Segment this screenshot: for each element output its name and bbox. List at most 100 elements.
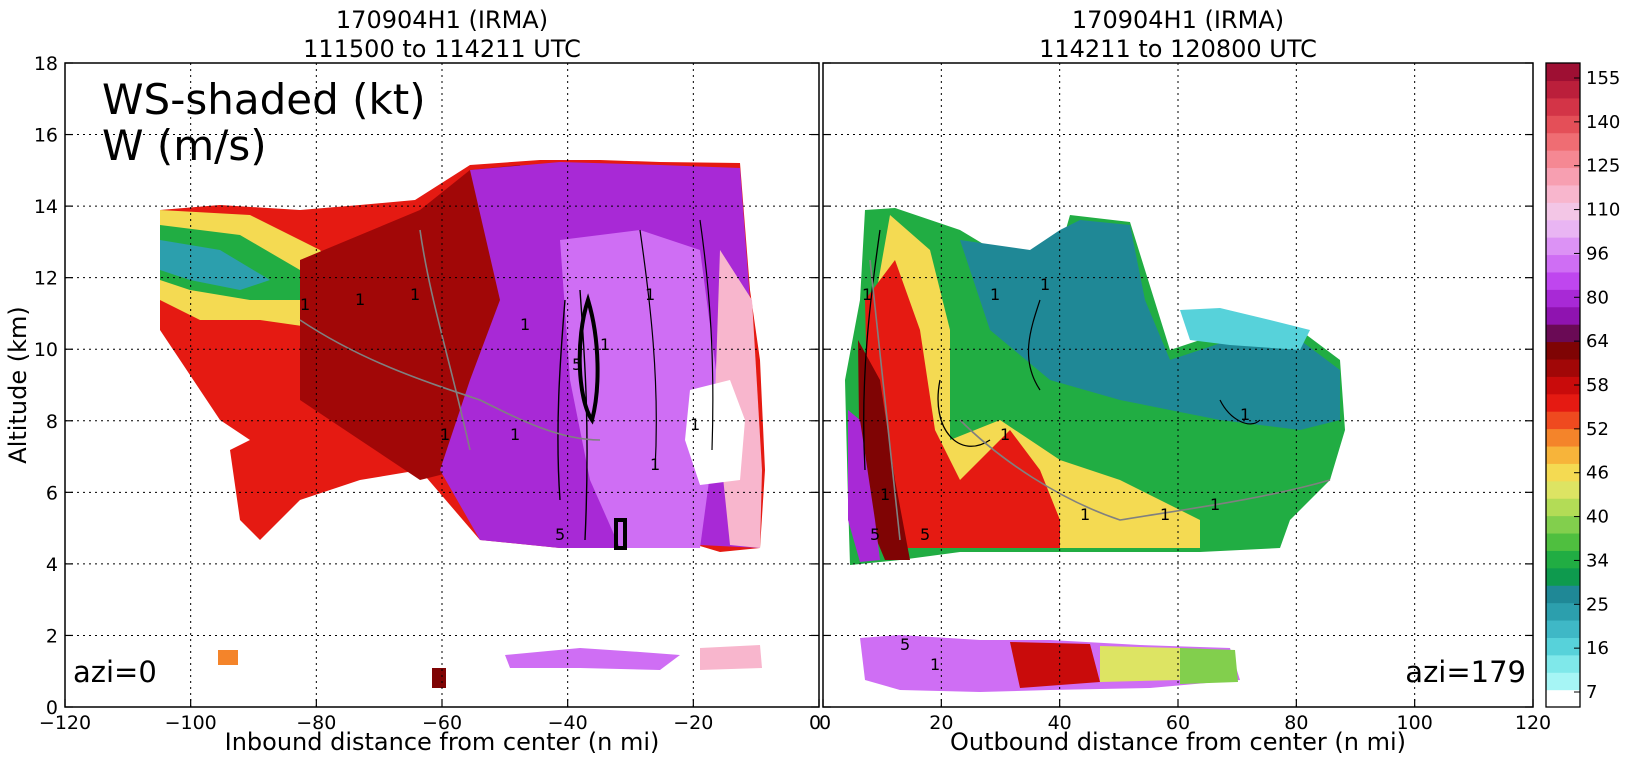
colorbar-segment (1546, 463, 1580, 482)
colorbar-segment (1546, 672, 1580, 691)
colorbar-segment (1546, 411, 1580, 430)
colorbar-segment (1546, 654, 1580, 673)
colorbar-segment (1546, 324, 1580, 343)
x-tick-label: 100 (1397, 712, 1433, 734)
left-ws-lower-strip-a (505, 648, 680, 670)
x-tick-label: −120 (39, 712, 91, 734)
colorbar-segment (1546, 219, 1580, 238)
colorbar-label: 16 (1586, 638, 1609, 659)
x-tick-label: 40 (1048, 712, 1072, 734)
right-ws-lower-strip-yellow (1100, 646, 1180, 682)
x-tick-label: −40 (548, 712, 588, 734)
y-tick-label: 14 (34, 196, 58, 218)
colorbar-segment (1546, 80, 1580, 99)
x-tick-label: 120 (1515, 712, 1551, 734)
colorbar-segment (1546, 480, 1580, 499)
y-tick-label: 0 (46, 697, 58, 719)
right-ws-yellow (875, 215, 1200, 548)
left-contour-box (614, 518, 627, 550)
colorbar-segment (1546, 132, 1580, 151)
y-axis-title: Altitude (km) (4, 306, 32, 463)
colorbar-label: 110 (1586, 200, 1620, 221)
y-tick-label: 8 (46, 411, 58, 433)
contour-label: 1 (690, 415, 700, 434)
colorbar-segment (1546, 550, 1580, 569)
y-tick-label: 16 (34, 125, 58, 147)
colorbar-label: 25 (1586, 594, 1609, 615)
colorbar-segment (1546, 376, 1580, 395)
contour-label: 1 (440, 425, 450, 444)
contour-label: 1 (600, 335, 610, 354)
colorbar-label: 96 (1586, 243, 1609, 264)
contour-label: 1 (1210, 495, 1220, 514)
right-title-line2: 114211 to 120800 UTC (1039, 35, 1317, 63)
colorbar-label: 155 (1586, 68, 1620, 89)
contour-label: 1 (990, 285, 1000, 304)
right-field: 1 1 1 1 1 5 5 1 1 1 1 5 1 (845, 208, 1345, 692)
y-tick-label: 18 (34, 53, 58, 75)
contour-label: 5 (920, 525, 930, 544)
colorbar-segment (1546, 619, 1580, 638)
contour-label: 1 (1000, 425, 1010, 444)
colorbar-label: 80 (1586, 287, 1609, 308)
contour-label: 1 (1160, 505, 1170, 524)
colorbar-segment (1546, 585, 1580, 604)
colorbar-segment (1546, 498, 1580, 517)
colorbar-segment (1546, 515, 1580, 534)
contour-label: 5 (900, 635, 910, 654)
right-title-line1: 170904H1 (IRMA) (1072, 6, 1284, 34)
x-tick-label: −20 (673, 712, 713, 734)
x-tick-label: 0 (819, 712, 831, 734)
x-tick-label: −60 (422, 712, 462, 734)
right-azi-label: azi=179 (1405, 655, 1526, 689)
right-contour-a (863, 229, 991, 471)
left-x-axis-title: Inbound distance from center (n mi) (225, 728, 660, 756)
colorbar-label: 125 (1586, 156, 1620, 177)
colorbar-label: 58 (1586, 375, 1609, 396)
colorbar-segment (1546, 97, 1580, 116)
x-tick-label: 20 (929, 712, 953, 734)
annotation-line1: WS-shaded (kt) (102, 75, 426, 124)
colorbar-segment (1546, 202, 1580, 221)
colorbar-label: 140 (1586, 112, 1620, 133)
left-ws-lightpurple (560, 230, 720, 548)
colorbar-label: 46 (1586, 463, 1609, 484)
colorbar-segment (1546, 602, 1580, 621)
contour-label: 1 (1040, 275, 1050, 294)
colorbar-segment (1546, 150, 1580, 169)
right-ws-purple (848, 410, 880, 562)
left-ws-lower-strip-b (700, 645, 762, 670)
left-title-line1: 170904H1 (IRMA) (336, 6, 548, 34)
right-ws-lower-strip-red (1010, 642, 1100, 688)
colorbar-segment (1546, 237, 1580, 256)
colorbar-label: 40 (1586, 507, 1609, 528)
left-ws-teal (160, 240, 270, 290)
colorbar-label: 7 (1586, 682, 1597, 703)
contour-label: 5 (572, 355, 582, 374)
contour-label: 1 (300, 295, 310, 314)
y-tick-label: 6 (46, 482, 58, 504)
colorbar: 7 16 25 34 40 46 52 58 64 80 96 110 125 140 155 (1545, 62, 1620, 708)
colorbar-segment (1546, 358, 1580, 377)
left-azi-label: azi=0 (73, 655, 157, 689)
contour-label: 1 (510, 425, 520, 444)
left-contour-gray (299, 229, 601, 451)
right-ws-lower-strip-green (1180, 648, 1238, 684)
x-tick-label: 0 (809, 712, 821, 734)
colorbar-segment (1546, 254, 1580, 273)
colorbar-segment (1546, 567, 1580, 586)
right-ws-red (865, 260, 1060, 548)
contour-label: 1 (1080, 505, 1090, 524)
contour-label: 1 (520, 315, 530, 334)
colorbar-segment (1546, 184, 1580, 203)
right-x-axis-title: Outbound distance from center (n mi) (950, 728, 1406, 756)
contour-label: 1 (645, 285, 655, 304)
colorbar-segment (1546, 63, 1580, 82)
contour-label: 1 (650, 455, 660, 474)
colorbar-segment (1546, 689, 1580, 708)
x-tick-label: −80 (296, 712, 336, 734)
left-ws-hole (685, 380, 745, 485)
